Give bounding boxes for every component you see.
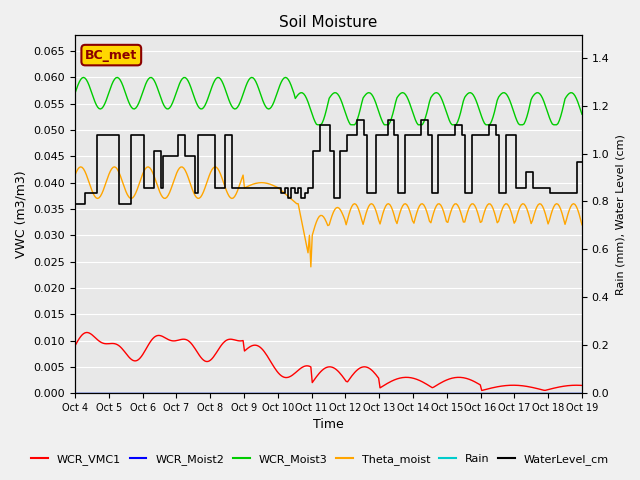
- Title: Soil Moisture: Soil Moisture: [279, 15, 378, 30]
- Y-axis label: Rain (mm), Water Level (cm): Rain (mm), Water Level (cm): [615, 134, 625, 295]
- Text: BC_met: BC_met: [85, 48, 138, 61]
- X-axis label: Time: Time: [313, 419, 344, 432]
- Legend: WCR_VMC1, WCR_Moist2, WCR_Moist3, Theta_moist, Rain, WaterLevel_cm: WCR_VMC1, WCR_Moist2, WCR_Moist3, Theta_…: [27, 450, 613, 469]
- Y-axis label: VWC (m3/m3): VWC (m3/m3): [15, 170, 28, 258]
